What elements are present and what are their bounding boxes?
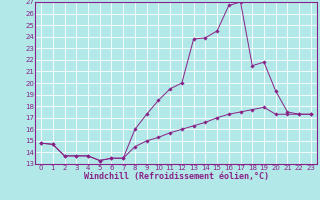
X-axis label: Windchill (Refroidissement éolien,°C): Windchill (Refroidissement éolien,°C) [84, 172, 268, 181]
